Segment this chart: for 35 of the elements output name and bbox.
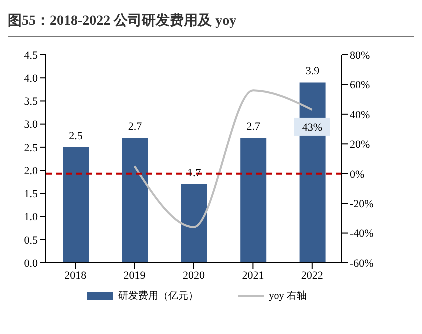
x-tick-label: 2018 [64,270,88,282]
bar [122,138,148,263]
x-tick-label: 2019 [124,270,146,282]
bar [181,184,208,263]
bar [240,138,267,263]
y2-tick-label: -40% [350,228,374,240]
legend-label: yoy 右轴 [269,290,307,303]
data-label: 3.9 [306,66,320,78]
y-tick-label: 1.0 [24,212,38,224]
y-tick-label: 3.0 [24,119,38,132]
y2-tick-label: -60% [350,258,374,270]
x-tick-label: 2021 [242,270,264,282]
data-label: 2.5 [69,130,84,142]
x-tick-label: 2020 [183,270,206,282]
data-label: 2.7 [128,121,143,134]
x-tick-label: 2022 [301,270,324,282]
y-tick-label: 2.5 [24,142,38,154]
y2-tick-label: 80% [350,50,370,62]
y2-tick-label: 40% [350,109,370,122]
y2-tick-label: 20% [350,139,370,152]
y-tick-label: 1.5 [24,188,38,201]
y2-tick-label: -20% [350,198,374,210]
data-label: 2.7 [246,121,261,134]
y2-tick-label: 0% [350,168,365,181]
y-tick-label: 0.0 [24,258,38,270]
y-tick-label: 4.0 [24,73,38,86]
y-tick-label: 3.5 [24,96,38,108]
data-label: 43% [302,122,322,134]
y-tick-label: 2.0 [24,165,38,178]
chart-title: 图55：2018-2022 公司研发费用及 yoy [8,8,414,37]
bar [63,147,89,263]
legend-label: 研发费用（亿元） [118,290,198,303]
y-tick-label: 0.5 [24,234,38,247]
y2-tick-label: 60% [350,80,370,92]
y-tick-label: 4.5 [24,50,38,62]
